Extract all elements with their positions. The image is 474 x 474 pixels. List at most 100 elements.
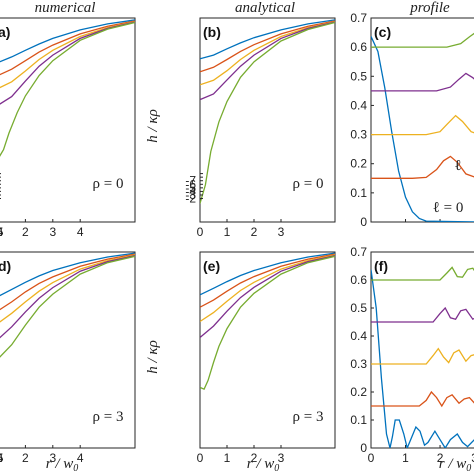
series-line-1 <box>0 20 135 76</box>
series-line-4 <box>371 266 474 281</box>
x-tick-label: 2 <box>437 451 444 465</box>
y-axis-label-top: h / κρ <box>145 109 161 143</box>
x-axis-label-text: r / w <box>46 456 74 472</box>
series-line-0 <box>0 252 135 297</box>
axes-frame <box>370 17 474 223</box>
x-tick-label: 5 <box>0 451 4 465</box>
series-group <box>371 32 474 222</box>
x-tick-label: 4 <box>77 225 84 239</box>
x-axis-label-subscript: 0 <box>73 463 78 474</box>
y-tick-label: -6 <box>185 177 196 191</box>
x-tick-label: 2 <box>22 451 29 465</box>
y-tick-label: -3 <box>185 188 196 202</box>
profile-label-ell-zero: ℓ = 0 <box>433 200 464 216</box>
profile-label-ell: ℓ <box>454 158 461 174</box>
series-line-2 <box>200 254 335 323</box>
x-tick-label: 3 <box>49 451 56 465</box>
series-line-3 <box>371 72 474 92</box>
x-tick-label: 4 <box>0 451 4 465</box>
series-line-1 <box>371 390 474 408</box>
x-axis-label-subscript: 0 <box>466 463 471 474</box>
y-tick-label: 0.5 <box>350 301 367 315</box>
column-title-profile: profile <box>409 0 450 16</box>
y-tick-label: 0.3 <box>350 128 367 142</box>
y-tick-label: 0.2 <box>350 385 367 399</box>
x-tick-label: 3 <box>278 451 285 465</box>
x-tick-label: 2 <box>251 225 258 239</box>
x-tick-label: 3 <box>278 225 285 239</box>
panel-e: 012345-2-3-4-5-6-7(e) <box>0 173 336 465</box>
panel-a: 12345a) <box>0 17 136 239</box>
series-line-2 <box>371 347 474 365</box>
x-tick-label: 1 <box>224 225 231 239</box>
x-tick-label: 4 <box>77 451 84 465</box>
series-line-4 <box>0 255 135 358</box>
series-group <box>371 266 474 448</box>
series-line-3 <box>200 21 335 101</box>
series-line-4 <box>200 21 335 204</box>
x-tick-label: 5 <box>0 225 4 239</box>
series-line-3 <box>371 306 474 323</box>
panel-label: (b) <box>203 24 221 40</box>
y-tick-label: 0.2 <box>350 157 367 171</box>
axes-frame <box>370 251 474 449</box>
y-tick-label: -5 <box>185 181 196 195</box>
y-tick-label: 0.7 <box>350 245 367 259</box>
series-line-1 <box>200 253 335 308</box>
series-line-5 <box>5 23 135 222</box>
rho-label-e: ρ = 3 <box>293 409 324 425</box>
panel-label: a) <box>0 24 10 40</box>
series-line-3 <box>200 254 335 338</box>
series-line-4 <box>0 21 135 157</box>
y-tick-label: 0.3 <box>350 357 367 371</box>
axes-frame <box>199 17 336 223</box>
y-tick-label: -2 <box>185 192 196 206</box>
series-group <box>200 252 335 391</box>
x-tick-label: 1 <box>402 451 409 465</box>
series-line-0 <box>200 19 335 60</box>
x-tick-label: 0 <box>197 225 204 239</box>
column-title-numerical: numerical <box>35 0 96 16</box>
panel-label: (f) <box>374 258 388 274</box>
series-group <box>0 252 135 358</box>
rho-label-a: ρ = 0 <box>93 176 124 192</box>
panel-c: 0 0.1 0.2 0.3 0.4 0.5 0.6 0.7 (c) <box>350 11 474 229</box>
y-tick-label: 0 <box>360 441 367 455</box>
y-tick-label: 0.4 <box>350 98 367 112</box>
series-line-2 <box>0 21 135 89</box>
series-group <box>0 19 135 222</box>
series-group <box>200 19 335 204</box>
series-line-2 <box>200 21 335 86</box>
x-tick-label: 5 <box>0 451 4 465</box>
y-tick-label: 0.5 <box>350 69 367 83</box>
x-tick-label: 1 <box>224 451 231 465</box>
series-line-3 <box>0 21 135 105</box>
y-axis-label-bottom: h / κρ <box>145 340 161 374</box>
series-line-0 <box>371 36 474 222</box>
x-tick-label: 3 <box>471 451 474 465</box>
rho-label-b: ρ = 0 <box>293 176 324 192</box>
x-tick-label: 3 <box>49 225 56 239</box>
series-line-3 <box>0 254 135 339</box>
axes-frame <box>199 251 336 449</box>
series-line-2 <box>0 254 135 323</box>
panel-label: d) <box>0 258 11 274</box>
x-tick-label: 2 <box>251 451 258 465</box>
panel-label: (c) <box>374 24 391 40</box>
series-line-4 <box>200 255 335 391</box>
x-axis-label-subscript: 0 <box>274 463 279 474</box>
x-axis-label-text: r / w <box>247 456 275 472</box>
axes-frame <box>0 17 136 223</box>
x-tick-label: 0 <box>197 451 204 465</box>
series-line-2 <box>371 114 474 136</box>
series-line-1 <box>200 20 335 73</box>
series-line-0 <box>200 252 335 296</box>
y-tick-label: -4 <box>185 184 196 198</box>
series-line-1 <box>0 253 135 311</box>
x-tick-label: 2 <box>22 225 29 239</box>
y-tick-label: 0 <box>360 215 367 229</box>
x-axis-label-text: r / w <box>439 456 467 472</box>
x-tick-label: 0 <box>368 451 375 465</box>
series-line-1 <box>371 155 474 179</box>
